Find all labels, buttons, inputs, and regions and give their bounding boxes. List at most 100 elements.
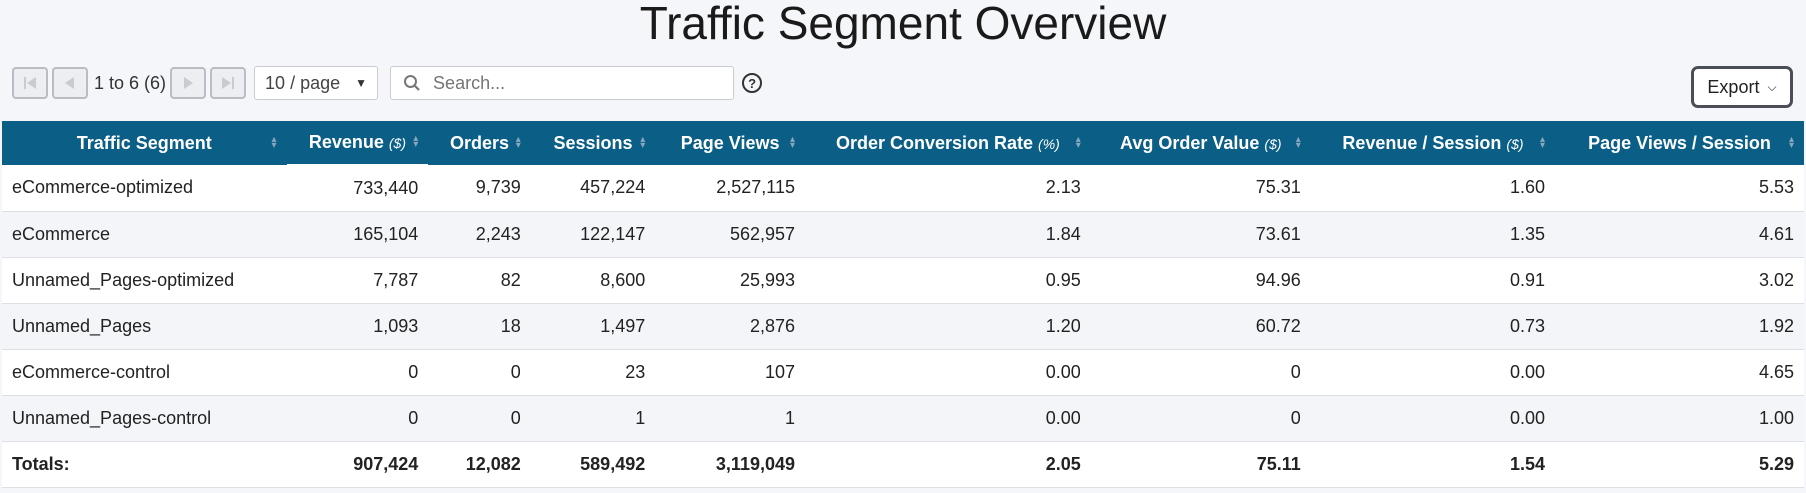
page-size-select[interactable]: 10 / page ▼ <box>254 66 379 100</box>
search-input[interactable] <box>433 72 714 94</box>
sort-icon[interactable]: ▴ ▾ <box>640 134 646 151</box>
value-cell: 1.20 <box>1045 315 1081 336</box>
value-cell: 122,147 <box>580 223 646 244</box>
segment-name-cell: eCommerce-control <box>12 361 171 382</box>
total-cell: 907,424 <box>353 453 419 474</box>
total-cell: 1.54 <box>1510 453 1546 474</box>
value-cell: 9,739 <box>475 177 521 198</box>
search-box <box>390 66 735 100</box>
value-cell: 60.72 <box>1255 315 1301 336</box>
value-cell: 7,787 <box>373 269 419 290</box>
column-header-label: Page Views / Session <box>1588 132 1771 153</box>
next-page-button[interactable] <box>170 67 207 99</box>
column-unit: ($) <box>1506 135 1524 152</box>
total-cell: 12,082 <box>465 453 521 474</box>
sort-icon[interactable]: ▴ ▾ <box>1295 134 1301 151</box>
segment-name-cell: Unnamed_Pages <box>12 315 152 336</box>
column-header-label: Avg Order Value <box>1120 132 1260 153</box>
next-page-icon <box>184 77 194 89</box>
value-cell: 75.31 <box>1255 177 1301 198</box>
value-cell: 562,957 <box>729 223 796 244</box>
value-cell: 4.61 <box>1758 223 1794 244</box>
page-size-value: 10 / page <box>265 72 341 93</box>
value-cell: 1,093 <box>373 315 419 336</box>
value-cell: 0.00 <box>1045 407 1081 428</box>
sort-icon[interactable]: ▴ ▾ <box>1540 134 1546 151</box>
value-cell: 3.02 <box>1758 269 1794 290</box>
column-header-label: Traffic Segment <box>76 132 212 153</box>
column-header[interactable]: Sessions ▴ ▾ <box>531 121 655 165</box>
value-cell: 0.00 <box>1045 361 1081 382</box>
export-label: Export <box>1707 76 1760 97</box>
value-cell: 457,224 <box>580 177 646 198</box>
column-header[interactable]: Revenue ($) ▴ ▾ <box>286 121 429 167</box>
previous-page-button[interactable] <box>52 67 88 99</box>
value-cell: 2,876 <box>749 315 796 336</box>
totals-row: Totals: 907,424 12,082 589,492 3,119,049 2.05… <box>2 441 1804 487</box>
column-header[interactable]: Order Conversion Rate (%) ▴ ▾ <box>805 121 1091 165</box>
value-cell: 0.00 <box>1510 361 1546 382</box>
value-cell: 1.92 <box>1758 315 1794 336</box>
column-header-label: Orders <box>450 132 510 153</box>
segment-name-cell: eCommerce <box>12 223 111 244</box>
value-cell: 94.96 <box>1255 269 1301 290</box>
value-cell: 1,497 <box>600 315 646 336</box>
table-row[interactable]: eCommerce-optimized 733,440 9,739 457,224 2,… <box>2 165 1804 211</box>
search-icon <box>404 75 420 91</box>
sort-icon[interactable]: ▴ ▾ <box>1788 134 1794 151</box>
export-button[interactable]: Export ⌵ <box>1691 66 1793 108</box>
value-cell: 0.91 <box>1510 269 1546 290</box>
value-cell: 107 <box>764 361 796 382</box>
value-cell: 0.95 <box>1045 269 1081 290</box>
help-icon[interactable]: ? <box>742 73 763 93</box>
column-header[interactable]: Page Views ▴ ▾ <box>655 121 805 165</box>
value-cell: 1.60 <box>1510 177 1546 198</box>
column-header-label: Order Conversion Rate <box>835 132 1034 153</box>
column-header-label: Revenue / Session <box>1342 132 1502 153</box>
column-header[interactable]: Traffic Segment ▴ ▾ <box>2 121 287 165</box>
total-cell: 75.11 <box>1256 453 1301 474</box>
value-cell: 0 <box>408 407 419 428</box>
segment-name-cell: eCommerce-optimized <box>12 177 194 198</box>
column-header[interactable]: Page Views / Session ▴ ▾ <box>1555 121 1804 165</box>
value-cell: 1 <box>785 407 796 428</box>
sort-icon[interactable]: ▴ ▾ <box>515 134 521 151</box>
value-cell: 8,600 <box>600 269 646 290</box>
column-header[interactable]: Revenue / Session ($) ▴ ▾ <box>1311 121 1555 165</box>
sort-icon[interactable]: ▴ ▾ <box>789 134 796 151</box>
column-header-label: Sessions <box>553 132 633 153</box>
column-header[interactable]: Orders ▴ ▾ <box>428 121 531 165</box>
value-cell: 1.00 <box>1758 407 1794 428</box>
first-page-button[interactable] <box>12 67 48 99</box>
table-row[interactable]: eCommerce-control 0 0 23 107 0.00 0 0.00 4.65 <box>2 349 1804 395</box>
column-header[interactable]: Avg Order Value ($) ▴ ▾ <box>1091 121 1311 165</box>
table-row[interactable]: Unnamed_Pages-control 0 0 1 1 0.00 0 0.00 1.00 <box>2 395 1804 441</box>
value-cell: 23 <box>625 361 646 382</box>
table-row[interactable]: Unnamed_Pages-optimized 7,787 82 8,600 25,99… <box>2 257 1804 303</box>
value-cell: 0 <box>1290 407 1301 428</box>
value-cell: 18 <box>500 315 521 336</box>
value-cell: 1.84 <box>1045 223 1081 244</box>
total-cell: 3,119,049 <box>715 453 796 474</box>
value-cell: 165,104 <box>353 223 419 244</box>
value-cell: 5.53 <box>1758 177 1794 198</box>
last-page-button[interactable] <box>210 67 247 99</box>
value-cell: 73.61 <box>1255 223 1301 244</box>
last-page-icon <box>222 77 235 89</box>
sort-icon[interactable]: ▴ ▾ <box>271 134 277 151</box>
sort-icon[interactable]: ▴ ▾ <box>413 133 419 151</box>
value-cell: 2.13 <box>1045 177 1081 198</box>
sort-icon[interactable]: ▴ ▾ <box>1075 134 1081 151</box>
totals-label: Totals: <box>12 453 70 474</box>
dropdown-caret-icon: ▼ <box>355 76 368 90</box>
value-cell: 25,993 <box>739 269 796 290</box>
column-header-label: Revenue <box>308 131 384 152</box>
column-unit: ($) <box>1264 135 1282 152</box>
pagination-toolbar: 1 to 6 (6) 10 / page ▼ ? <box>12 66 763 100</box>
table-row[interactable]: Unnamed_Pages 1,093 18 1,497 2,876 1.20 60.72 0… <box>2 303 1804 349</box>
data-table: Traffic Segment ▴ ▾ Revenue ($) ▴ ▾ Orders ▴ ▾ Se… <box>2 121 1804 488</box>
value-cell: 1 <box>635 407 646 428</box>
page-title: Traffic Segment Overview <box>639 0 1167 49</box>
table-row[interactable]: eCommerce 165,104 2,243 122,147 562,957 1.84 7… <box>2 211 1804 257</box>
total-cell: 2.05 <box>1045 453 1081 474</box>
